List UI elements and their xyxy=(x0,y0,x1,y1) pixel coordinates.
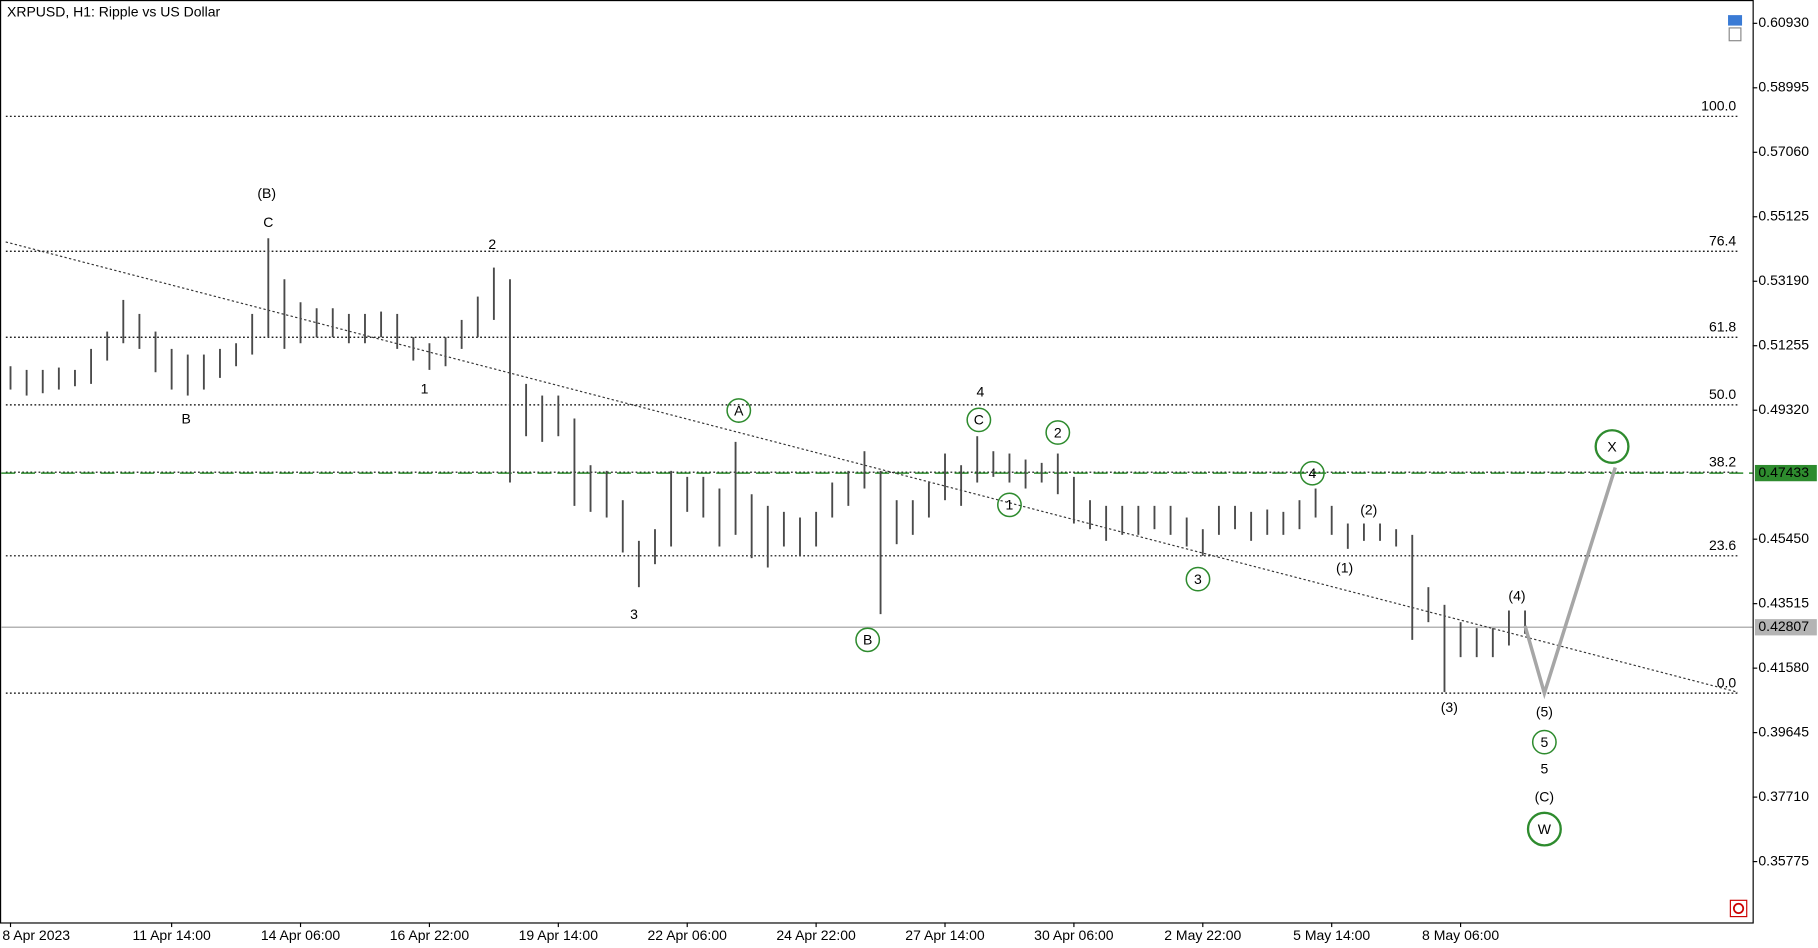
fib-label: 76.4 xyxy=(1709,233,1736,249)
wave-circle xyxy=(1045,420,1071,445)
wave-label: C xyxy=(974,412,984,428)
x-tick-label: 14 Apr 06:00 xyxy=(261,927,341,943)
wave-circle xyxy=(726,398,752,423)
wave-label: 3 xyxy=(1194,571,1202,587)
wave-circle xyxy=(1594,429,1630,464)
wave-label: B xyxy=(181,410,190,426)
x-tick-label: 8 Apr 2023 xyxy=(2,927,70,943)
wave-label: X xyxy=(1607,438,1617,454)
y-tick-label: 0.53190 xyxy=(1758,272,1809,288)
y-tick-label: 0.58995 xyxy=(1758,79,1809,95)
wave-label: 3 xyxy=(630,606,638,622)
y-tick-label: 0.41580 xyxy=(1758,659,1809,675)
price-tag xyxy=(1754,464,1817,482)
fib-label: 38.2 xyxy=(1709,454,1736,470)
wave-label: 5 xyxy=(1540,734,1548,750)
wave-label: 4 xyxy=(1308,465,1316,481)
icon xyxy=(1729,899,1748,918)
fib-label: 0.0 xyxy=(1717,675,1737,691)
chart-title: XRPUSD, H1: Ripple vs US Dollar xyxy=(7,4,221,20)
wave-label: (2) xyxy=(1360,501,1377,517)
wave-label: B xyxy=(863,632,872,648)
trendline xyxy=(5,241,1738,693)
x-tick-label: 19 Apr 14:00 xyxy=(519,927,599,943)
x-tick-label: 11 Apr 14:00 xyxy=(132,927,211,943)
wave-label: (C) xyxy=(1535,789,1554,805)
terminal-icons xyxy=(1728,15,1748,918)
wave-label: (3) xyxy=(1441,699,1458,715)
wave-label: C xyxy=(263,214,273,230)
x-tick-label: 24 Apr 22:00 xyxy=(776,927,856,943)
wave-label: 2 xyxy=(1054,424,1062,440)
fib-label: 23.6 xyxy=(1709,537,1736,553)
y-tick-label: 0.43515 xyxy=(1758,594,1809,610)
wave-label: 1 xyxy=(1006,497,1014,513)
y-tick-label: 0.55125 xyxy=(1758,207,1809,223)
y-tick-label: 0.39645 xyxy=(1758,723,1809,739)
icon xyxy=(1728,15,1743,26)
x-tick-label: 22 Apr 06:00 xyxy=(648,927,728,943)
wave-label: (4) xyxy=(1508,587,1525,603)
wave-circle xyxy=(1299,460,1325,486)
fib-label: 61.8 xyxy=(1709,319,1736,335)
x-tick-label: 5 May 14:00 xyxy=(1293,927,1370,943)
wave-label: A xyxy=(734,402,744,418)
y-tick-label: 0.51255 xyxy=(1758,336,1809,352)
icon xyxy=(1728,27,1742,42)
fib-label: 100.0 xyxy=(1701,98,1736,114)
y-tick-label: 0.45450 xyxy=(1758,530,1809,546)
y-tick-label: 0.49320 xyxy=(1758,401,1809,417)
wave-label: W xyxy=(1538,821,1552,837)
wave-label: 5 xyxy=(1540,761,1548,777)
wave-circle xyxy=(1531,729,1557,755)
wave-label: (1) xyxy=(1336,559,1353,575)
wave-circle xyxy=(855,627,881,653)
fib-label: 50.0 xyxy=(1709,386,1736,402)
x-tick-label: 2 May 22:00 xyxy=(1164,927,1241,943)
x-tick-label: 8 May 06:00 xyxy=(1422,927,1499,943)
y-tick-label: 0.60930 xyxy=(1758,14,1809,30)
price-tag xyxy=(1754,619,1817,636)
icon xyxy=(1733,902,1745,914)
y-tick-label: 0.37710 xyxy=(1758,788,1809,804)
projection-path xyxy=(1523,467,1617,700)
wave-circle xyxy=(966,407,992,433)
wave-circle xyxy=(1526,811,1562,847)
y-tick-label: 0.35775 xyxy=(1758,852,1809,868)
price-tag-label: 0.42807 xyxy=(1758,618,1809,634)
wave-circle xyxy=(1185,566,1211,592)
x-tick-label: 30 Apr 06:00 xyxy=(1034,927,1114,943)
wave-label: (B) xyxy=(257,185,276,201)
y-tick-label: 0.57060 xyxy=(1758,143,1809,159)
x-tick-label: 27 Apr 14:00 xyxy=(905,927,985,943)
wave-circle xyxy=(997,492,1022,518)
wave-label: 1 xyxy=(421,380,429,396)
wave-label: 4 xyxy=(977,384,985,400)
x-tick-label: 16 Apr 22:00 xyxy=(390,927,470,943)
price-tag-label: 0.47433 xyxy=(1758,464,1809,480)
plot-frame xyxy=(0,0,1754,924)
wave-label: (5) xyxy=(1536,704,1553,720)
wave-label: 2 xyxy=(488,236,496,252)
